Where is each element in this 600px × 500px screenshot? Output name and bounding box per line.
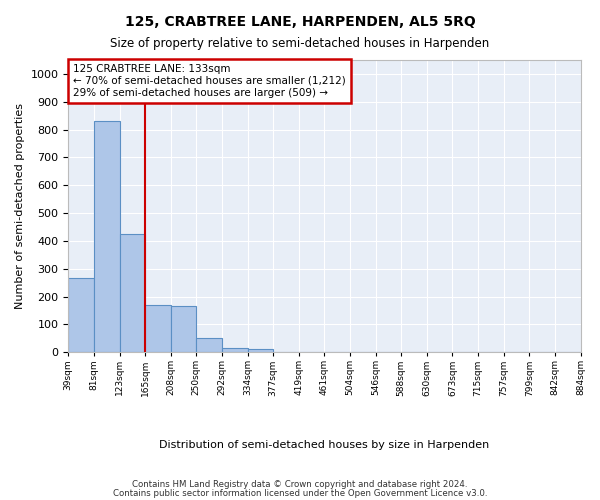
Bar [196, 338, 222, 352]
Text: Contains HM Land Registry data © Crown copyright and database right 2024.: Contains HM Land Registry data © Crown c… [132, 480, 468, 489]
Bar [94, 121, 119, 352]
Bar [68, 278, 94, 352]
Bar [145, 306, 171, 352]
Text: Size of property relative to semi-detached houses in Harpenden: Size of property relative to semi-detach… [110, 38, 490, 51]
Text: 125 CRABTREE LANE: 133sqm
← 70% of semi-detached houses are smaller (1,212)
29% : 125 CRABTREE LANE: 133sqm ← 70% of semi-… [73, 64, 346, 98]
Y-axis label: Number of semi-detached properties: Number of semi-detached properties [15, 103, 25, 309]
Text: Contains public sector information licensed under the Open Government Licence v3: Contains public sector information licen… [113, 488, 487, 498]
Bar [171, 306, 196, 352]
Bar [119, 234, 145, 352]
Text: 125, CRABTREE LANE, HARPENDEN, AL5 5RQ: 125, CRABTREE LANE, HARPENDEN, AL5 5RQ [125, 15, 475, 29]
Bar [222, 348, 248, 352]
X-axis label: Distribution of semi-detached houses by size in Harpenden: Distribution of semi-detached houses by … [159, 440, 490, 450]
Bar [248, 349, 273, 352]
